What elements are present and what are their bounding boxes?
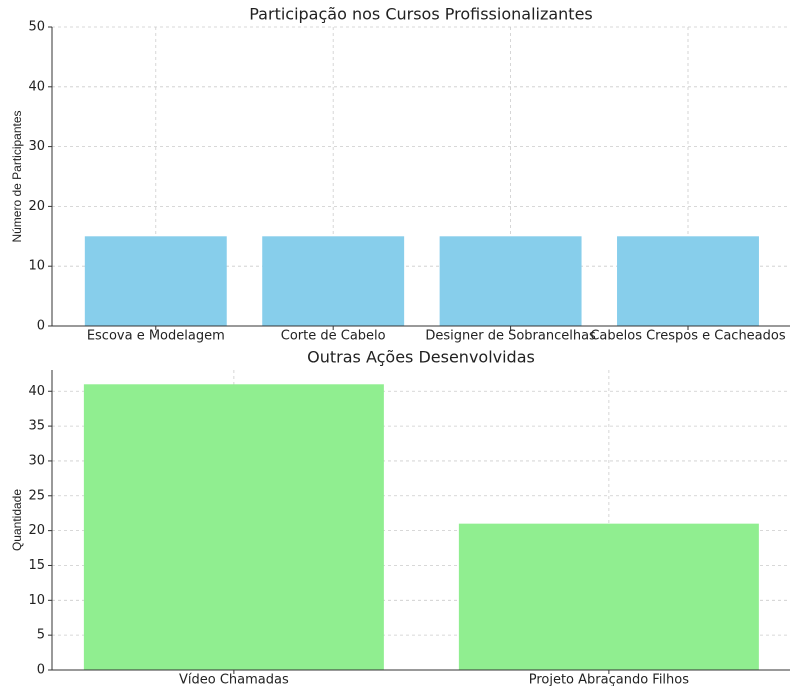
x-tick-label: Cabelos Crespos e Cacheados [590,329,786,344]
y-tick-label: 10 [28,259,45,274]
y-tick-label: 15 [28,558,45,573]
x-tick-label: Projeto Abraçando Filhos [529,673,690,686]
bar [262,236,405,326]
y-tick-label: 20 [28,199,45,214]
y-tick-label: 40 [28,384,45,399]
bar [83,384,384,670]
x-tick-label: Corte de Cabelo [281,329,386,344]
bar [617,236,759,326]
bar [458,523,759,670]
chart-title: Outras Ações Desenvolvidas [307,348,535,367]
y-tick-label: 30 [28,139,45,154]
x-tick-label: Vídeo Chamadas [179,673,289,686]
y-axis-label: Quantidade [10,489,24,551]
y-tick-label: 25 [28,488,45,503]
y-tick-label: 35 [28,419,45,434]
y-tick-label: 0 [37,663,45,678]
x-tick-label: Designer de Sobrancelhas [425,329,596,344]
y-tick-label: 50 [28,20,45,35]
chart-title: Participação nos Cursos Profissionalizan… [249,5,593,24]
bar [439,236,582,326]
x-tick-label: Escova e Modelagem [87,329,225,344]
y-tick-label: 5 [37,628,45,643]
y-tick-label: 40 [28,79,45,94]
y-tick-label: 0 [37,319,45,334]
bar [84,236,227,326]
y-tick-label: 20 [28,523,45,538]
y-tick-label: 30 [28,453,45,468]
y-tick-label: 10 [28,593,45,608]
y-axis-label: Número de Participantes [10,110,24,242]
